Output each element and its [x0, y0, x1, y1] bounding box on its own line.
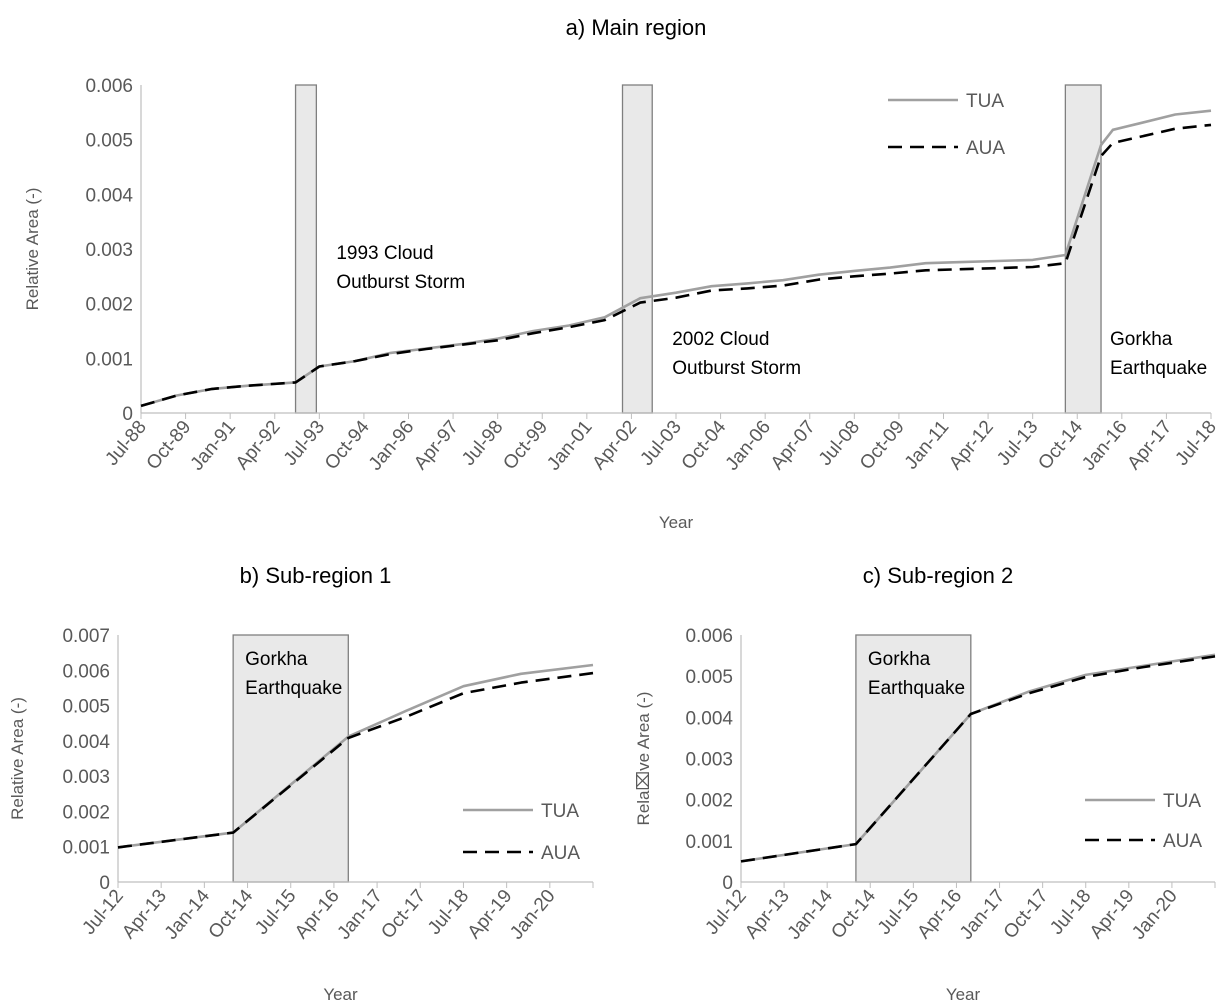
- y-tick-label: 0.004: [62, 732, 110, 753]
- y-tick-label: 0: [722, 873, 733, 894]
- x-tick-label: Jan-11: [901, 417, 954, 474]
- y-axis-label: Relative Area (-): [23, 188, 42, 311]
- event-label: Earthquake: [245, 678, 342, 699]
- x-tick-label: Apr-12: [945, 417, 998, 474]
- y-tick-label: 0.007: [62, 626, 110, 647]
- x-axis-label: Year: [323, 985, 358, 1004]
- x-tick-label: Apr-16: [291, 886, 344, 943]
- x-tick-label: Apr-07: [767, 417, 820, 474]
- x-tick-label: Apr-17: [1124, 417, 1177, 474]
- series-line-aua: [117, 671, 594, 849]
- x-tick-label: Apr-02: [589, 417, 642, 474]
- y-tick-label: 0.004: [685, 708, 733, 729]
- x-tick-label: Apr-13: [118, 886, 171, 943]
- y-tick-label: 0: [122, 404, 133, 425]
- x-tick-label: Jan-20: [1128, 886, 1181, 944]
- y-tick-label: 0.002: [85, 295, 133, 316]
- chart-sub-region-2: c) Sub-region 2 Gorkha Earthquake 0 0.001 0.0…: [634, 563, 1216, 1004]
- y-tick-label: 0.002: [685, 791, 733, 812]
- y-tick-label: 0.003: [85, 240, 133, 261]
- legend-label-tua: TUA: [1163, 791, 1201, 812]
- y-tick-label: 0.002: [62, 802, 110, 823]
- x-tick-label: Jan-17: [956, 886, 1009, 944]
- y-tick-label: 0.005: [62, 697, 110, 718]
- x-tick-label: Jan-06: [722, 417, 775, 475]
- y-tick-label: 0.001: [685, 832, 733, 853]
- x-tick-label: Jan-14: [784, 885, 838, 943]
- x-tick-label: Jan-01: [543, 417, 596, 475]
- y-tick-label: 0.006: [85, 76, 133, 97]
- x-tick-label: Apr-92: [232, 417, 285, 474]
- chart-title: a) Main region: [566, 15, 707, 40]
- y-axis-label: Rela⌧ve Area (-): [634, 692, 653, 826]
- event-label: 1993 Cloud: [336, 243, 433, 264]
- x-tick-label: Apr-19: [1086, 886, 1139, 943]
- chart-sub-region-1: b) Sub-region 1 Gorkha Earthquake 0 0.001 0.0…: [8, 563, 594, 1004]
- legend-label-aua: AUA: [966, 138, 1005, 159]
- y-tick-label: 0.001: [62, 838, 110, 859]
- x-tick-label: Jan-17: [333, 886, 386, 944]
- event-label: Gorkha: [868, 649, 931, 670]
- x-tick-label: Oct-17: [1000, 886, 1053, 943]
- series-line-tua: [740, 653, 1216, 863]
- x-tick-label: Jan-96: [365, 417, 418, 475]
- x-tick-label: Oct-94: [321, 416, 374, 474]
- chart-title: b) Sub-region 1: [240, 563, 392, 588]
- series-line-aua: [740, 655, 1216, 863]
- x-axis-label: Year: [659, 513, 694, 532]
- legend-label-aua: AUA: [541, 843, 580, 864]
- series-line-tua: [117, 663, 594, 849]
- x-tick-label: Jan-91: [187, 417, 240, 475]
- y-tick-label: 0.001: [85, 349, 133, 370]
- x-axis-label: Year: [946, 985, 981, 1004]
- event-label: Earthquake: [1110, 358, 1207, 379]
- x-tick-label: Oct-14: [827, 885, 880, 943]
- x-tick-label: Jan-16: [1078, 417, 1131, 475]
- y-tick-label: 0.006: [62, 661, 110, 682]
- x-tick-label: Oct-04: [678, 416, 731, 474]
- legend-label-tua: TUA: [541, 801, 579, 822]
- x-tick-label: Oct-99: [499, 417, 552, 474]
- x-tick-label: Oct-09: [856, 417, 909, 474]
- y-tick-label: 0.004: [85, 185, 133, 206]
- y-axis-label: Relative Area (-): [8, 697, 27, 820]
- x-tick-label: Oct-14: [205, 885, 258, 943]
- y-tick-label: 0.006: [685, 626, 733, 647]
- event-label: Earthquake: [868, 678, 965, 699]
- x-tick-label: Apr-16: [914, 886, 967, 943]
- x-tick-label: Oct-89: [143, 417, 196, 474]
- chart-title: c) Sub-region 2: [863, 563, 1013, 588]
- shaded-event-period: [232, 634, 349, 883]
- x-tick-label: Jul-18: [1171, 417, 1220, 470]
- event-label: Outburst Storm: [672, 358, 801, 379]
- event-label: Outburst Storm: [336, 272, 465, 293]
- event-label: 2002 Cloud: [672, 329, 769, 350]
- y-tick-label: 0: [99, 873, 110, 894]
- x-tick-label: Oct-17: [377, 886, 430, 943]
- y-tick-label: 0.003: [685, 750, 733, 771]
- x-tick-label: Jan-14: [161, 885, 215, 943]
- shaded-event-period: [621, 84, 653, 414]
- event-label: Gorkha: [245, 649, 308, 670]
- series-line-aua: [140, 123, 1212, 408]
- series-line-tua: [140, 109, 1212, 408]
- legend-label-tua: TUA: [966, 91, 1004, 112]
- shaded-event-period: [855, 634, 972, 883]
- x-tick-label: Apr-19: [464, 886, 517, 943]
- y-tick-label: 0.005: [685, 667, 733, 688]
- x-tick-label: Apr-13: [741, 886, 794, 943]
- y-tick-label: 0.003: [62, 767, 110, 788]
- y-tick-label: 0.005: [85, 131, 133, 152]
- x-tick-label: Oct-14: [1034, 416, 1087, 474]
- event-label: Gorkha: [1110, 329, 1173, 350]
- legend-label-aua: AUA: [1163, 831, 1202, 852]
- shaded-event-period: [294, 84, 318, 414]
- x-tick-label: Apr-97: [410, 417, 463, 474]
- x-tick-label: Jan-20: [506, 886, 559, 944]
- chart-main-region: a) Main region 1993 Cloud Outburst Storm 20…: [23, 15, 1221, 532]
